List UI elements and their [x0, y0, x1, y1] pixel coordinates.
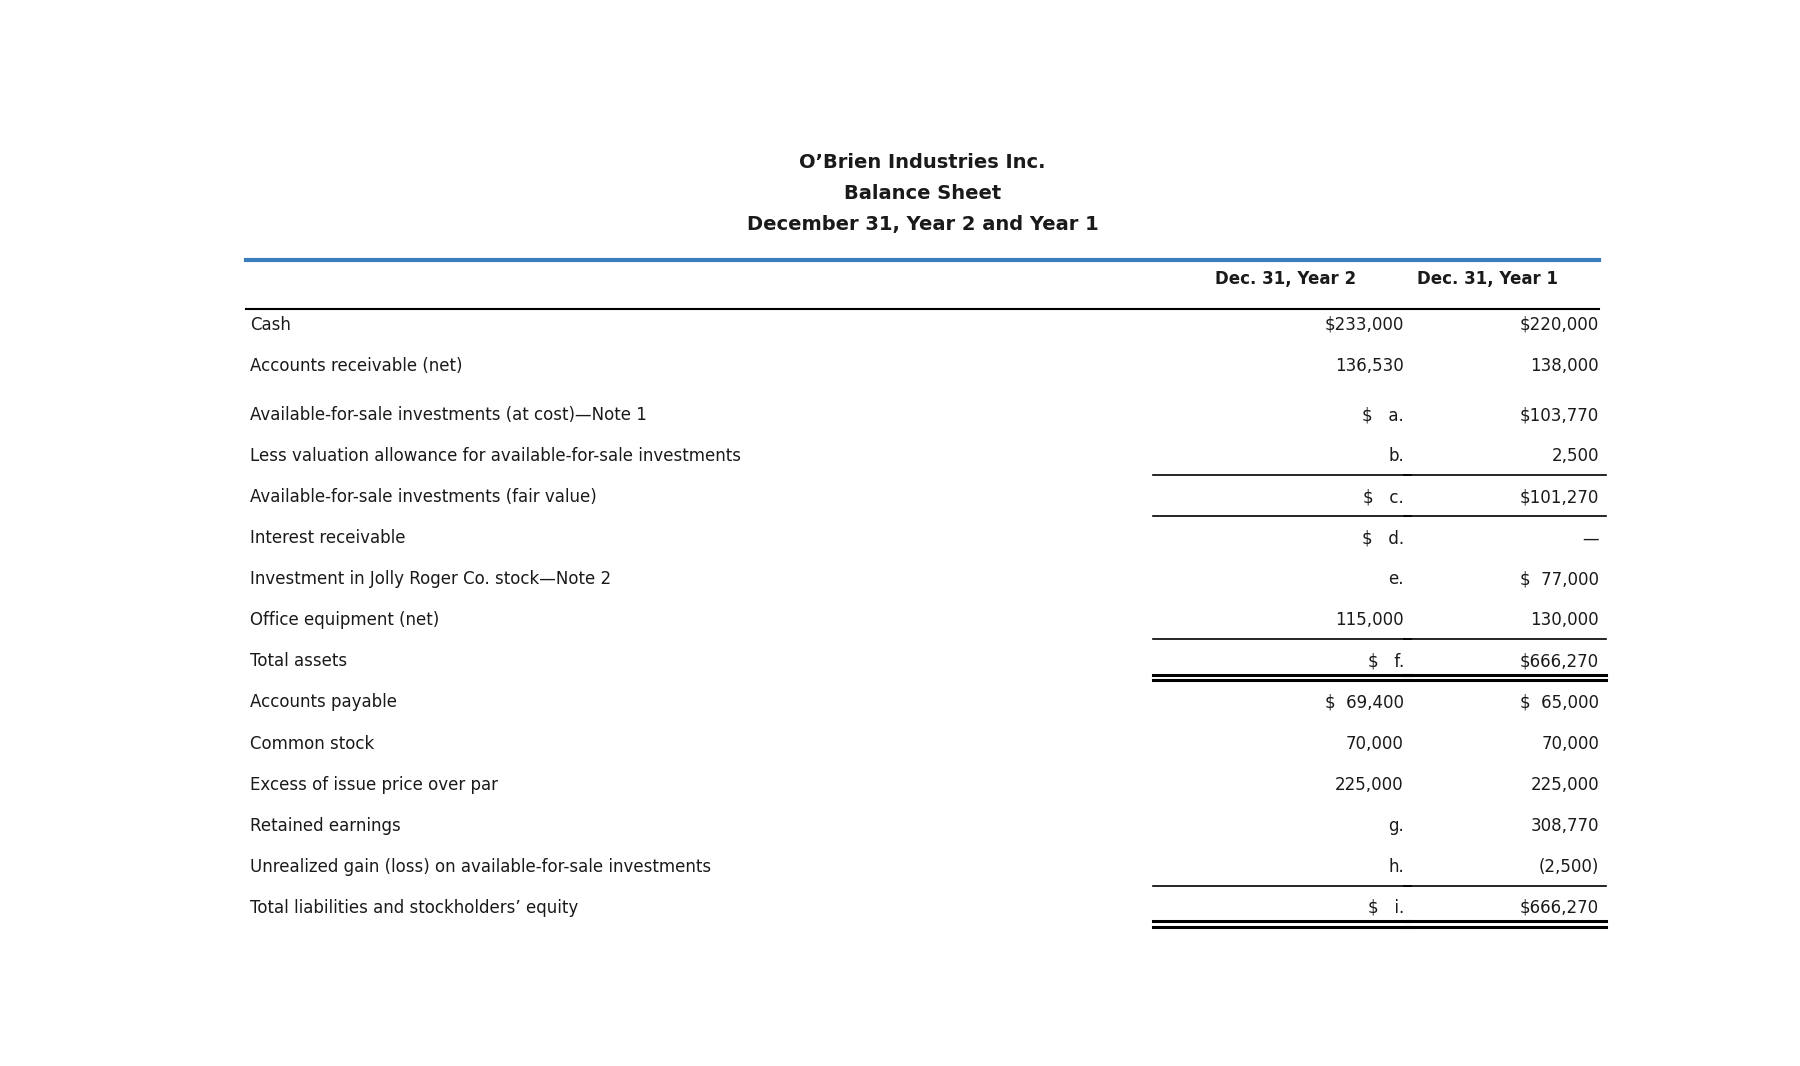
Text: $233,000: $233,000 [1325, 316, 1404, 334]
Text: e.: e. [1388, 570, 1404, 588]
Text: 138,000: 138,000 [1530, 357, 1598, 375]
Text: Office equipment (net): Office equipment (net) [250, 612, 439, 629]
Text: $666,270: $666,270 [1519, 652, 1598, 671]
Text: Total assets: Total assets [250, 652, 347, 671]
Text: $   f.: $ f. [1368, 652, 1404, 671]
Text: —: — [1582, 530, 1598, 547]
Text: 308,770: 308,770 [1530, 817, 1598, 835]
Text: Balance Sheet: Balance Sheet [844, 183, 1001, 203]
Text: 70,000: 70,000 [1541, 734, 1598, 753]
Text: (2,500): (2,500) [1539, 858, 1598, 875]
Text: $  77,000: $ 77,000 [1519, 570, 1598, 588]
Text: Dec. 31, Year 2: Dec. 31, Year 2 [1215, 270, 1355, 288]
Text: Available-for-sale investments (at cost)—Note 1: Available-for-sale investments (at cost)… [250, 406, 646, 424]
Text: $  65,000: $ 65,000 [1519, 694, 1598, 711]
Text: Cash: Cash [250, 316, 292, 334]
Text: Less valuation allowance for available-for-sale investments: Less valuation allowance for available-f… [250, 448, 742, 465]
Text: Interest receivable: Interest receivable [250, 530, 405, 547]
Text: $   a.: $ a. [1363, 406, 1404, 424]
Text: $  69,400: $ 69,400 [1325, 694, 1404, 711]
Text: O’Brien Industries Inc.: O’Brien Industries Inc. [799, 152, 1046, 172]
Text: 2,500: 2,500 [1552, 448, 1598, 465]
Text: $103,770: $103,770 [1519, 406, 1598, 424]
Text: December 31, Year 2 and Year 1: December 31, Year 2 and Year 1 [747, 215, 1098, 233]
Text: $   i.: $ i. [1368, 899, 1404, 917]
Text: Retained earnings: Retained earnings [250, 817, 401, 835]
Text: Common stock: Common stock [250, 734, 374, 753]
Text: Total liabilities and stockholders’ equity: Total liabilities and stockholders’ equi… [250, 899, 578, 917]
Text: g.: g. [1388, 817, 1404, 835]
Text: 225,000: 225,000 [1530, 776, 1598, 793]
Text: Accounts payable: Accounts payable [250, 694, 398, 711]
Text: h.: h. [1388, 858, 1404, 875]
Text: 136,530: 136,530 [1336, 357, 1404, 375]
Text: $666,270: $666,270 [1519, 899, 1598, 917]
Text: Dec. 31, Year 1: Dec. 31, Year 1 [1417, 270, 1559, 288]
Text: $101,270: $101,270 [1519, 488, 1598, 506]
Text: $220,000: $220,000 [1519, 316, 1598, 334]
Text: Accounts receivable (net): Accounts receivable (net) [250, 357, 463, 375]
Text: Excess of issue price over par: Excess of issue price over par [250, 776, 499, 793]
Text: $   c.: $ c. [1363, 488, 1404, 506]
Text: 225,000: 225,000 [1336, 776, 1404, 793]
Text: Available-for-sale investments (fair value): Available-for-sale investments (fair val… [250, 488, 598, 506]
Text: b.: b. [1388, 448, 1404, 465]
Text: 115,000: 115,000 [1336, 612, 1404, 629]
Text: 70,000: 70,000 [1346, 734, 1404, 753]
Text: $   d.: $ d. [1361, 530, 1404, 547]
Text: Investment in Jolly Roger Co. stock—Note 2: Investment in Jolly Roger Co. stock—Note… [250, 570, 612, 588]
Text: 130,000: 130,000 [1530, 612, 1598, 629]
Text: Unrealized gain (loss) on available-for-sale investments: Unrealized gain (loss) on available-for-… [250, 858, 711, 875]
